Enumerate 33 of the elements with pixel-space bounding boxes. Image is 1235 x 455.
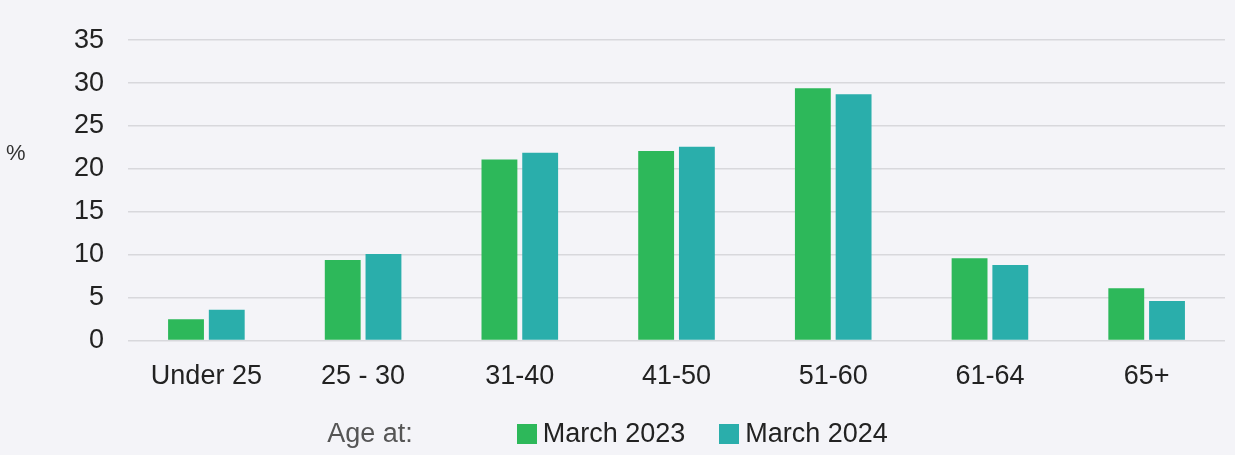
- x-tick-label: 51-60: [798, 360, 868, 391]
- bar: [1149, 301, 1185, 340]
- x-tick-label: 31-40: [485, 360, 555, 391]
- bar: [168, 319, 204, 340]
- y-tick-label: 25: [73, 109, 105, 140]
- y-tick-label: 20: [73, 152, 105, 183]
- bar: [481, 159, 518, 340]
- legend-title: Age at:: [327, 418, 413, 449]
- y-tick-label: 10: [73, 238, 105, 269]
- bar: [324, 259, 361, 340]
- bar: [794, 88, 831, 340]
- x-tick-label: 41-50: [641, 360, 712, 391]
- x-tick-label: 61-64: [955, 360, 1025, 391]
- y-axis-title: %: [6, 140, 26, 166]
- bar: [522, 152, 559, 340]
- bar: [678, 146, 715, 340]
- legend-label: March 2023: [542, 418, 686, 449]
- bar: [951, 258, 988, 340]
- bar: [365, 253, 402, 340]
- x-tick-label: 65+: [1123, 360, 1170, 391]
- bar: [638, 150, 675, 340]
- y-tick-label: 30: [73, 66, 105, 97]
- x-tick-label: Under 25: [150, 360, 262, 391]
- x-tick-label: 25 - 30: [321, 360, 406, 391]
- bar: [208, 309, 245, 340]
- legend-label: March 2024: [745, 418, 888, 449]
- y-tick-label: 5: [89, 281, 105, 312]
- y-tick-label: 15: [73, 195, 105, 226]
- bar: [835, 94, 872, 340]
- y-tick-label: 35: [73, 23, 105, 54]
- y-tick-label: 0: [89, 324, 105, 355]
- bar: [1108, 288, 1145, 340]
- bar: [992, 265, 1029, 340]
